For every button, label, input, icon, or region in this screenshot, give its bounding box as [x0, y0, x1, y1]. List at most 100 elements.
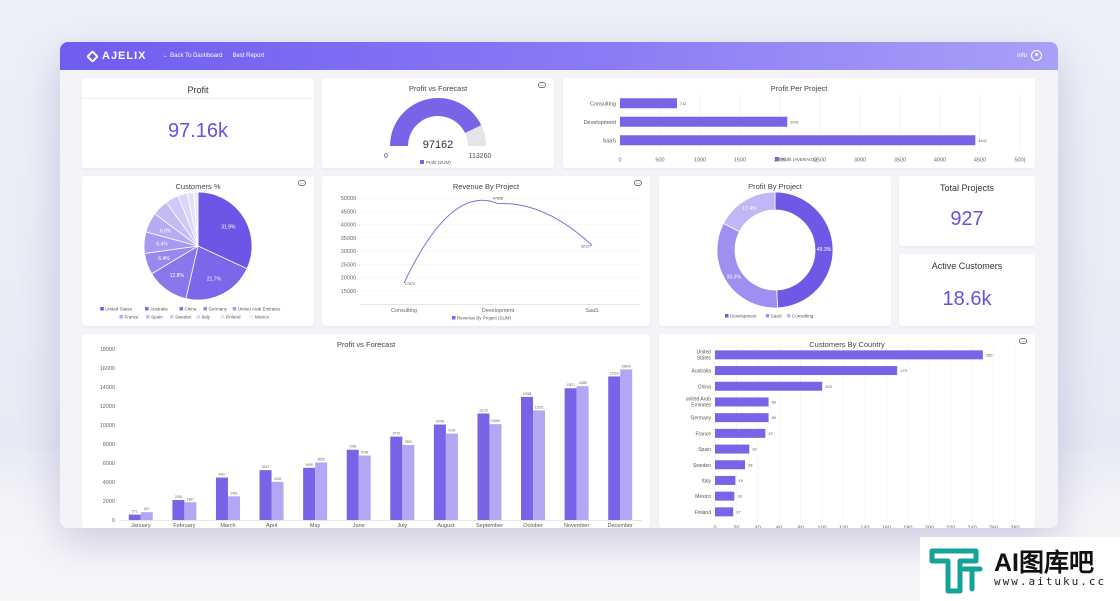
y-category-label: France [695, 431, 711, 437]
revenue-by-project-chart: 50000 45000 40000 35000 30000 25000 20000 15000… [341, 196, 640, 321]
profit-project-slice-label: 17.4% [742, 206, 757, 212]
y-category-label: Development [584, 120, 617, 126]
profit-project-slice [774, 191, 834, 309]
bar-series-2 [576, 386, 589, 520]
best-report-link[interactable]: Best Report [232, 53, 265, 59]
bar [715, 366, 898, 376]
card-menu-icon[interactable]: … [634, 180, 642, 186]
card-menu-icon[interactable]: … [1019, 338, 1027, 344]
customers-slice-label: 6.4% [156, 242, 168, 248]
bar-value-label: 4018 [274, 477, 281, 481]
bar-value-label: 100 [825, 384, 832, 389]
profit-by-project-title: Profit By Project [748, 182, 802, 191]
customers-pct-card: Customers % … 31.9% 21.7% 12.8% 6.4% 6.4% 6.0… [82, 176, 314, 326]
x-tick-label: 260 [989, 526, 998, 528]
x-tick-label: July [397, 523, 407, 528]
y-category-label: Australia [692, 369, 712, 375]
profit-value: 97.16k [167, 120, 229, 142]
app-logo[interactable]: AJELIX [86, 49, 147, 63]
profit-per-project-title: Profit Per Project [770, 84, 828, 93]
card-menu-icon[interactable]: … [298, 180, 306, 186]
y-category-label: SaaS [603, 138, 617, 144]
x-tick-label: January [131, 523, 151, 528]
legend-label: Australia [150, 307, 168, 312]
legend-swatch [119, 315, 123, 319]
bar-value-label: 14085 [578, 381, 587, 385]
logo-icon [86, 49, 99, 63]
bar [620, 135, 976, 146]
x-tick-label: May [310, 523, 321, 528]
bar [715, 460, 745, 470]
bar [715, 475, 736, 485]
y-tick-label: 12000 [100, 404, 115, 410]
active-customers-title: Active Customers [931, 261, 1003, 271]
profit-title: Profit [187, 85, 209, 95]
legend-label: China [185, 307, 197, 312]
bar [715, 444, 750, 454]
bar-series-1 [477, 413, 490, 520]
x-tick-label: SaaS [585, 308, 599, 314]
legend-label: Profit (SUM) [426, 160, 451, 165]
card-menu-icon[interactable]: … [538, 82, 546, 88]
x-tick-label: 280 [1010, 526, 1019, 528]
legend-swatch [452, 316, 456, 320]
bar-value-label: 10050 [435, 420, 444, 424]
info-menu[interactable]: Info [1017, 50, 1042, 61]
bar-value-label: 11531 [535, 405, 544, 409]
bar-value-label: 17 [736, 509, 741, 514]
x-tick-label: Consulting [391, 308, 417, 314]
x-tick-label: 0 [618, 158, 621, 164]
bar-value-label: 8779 [393, 432, 400, 436]
x-tick-label: 4500 [974, 158, 986, 164]
bar-value-label: 5247 [262, 465, 269, 469]
watermark-logo-icon [929, 548, 983, 594]
gauge-value-arc [390, 98, 482, 146]
nav-links: ← Back To Dashboard Best Report [163, 53, 275, 59]
profit-card: Profit 97.16k [82, 78, 314, 168]
x-tick-label: 240 [968, 526, 977, 528]
bar-series-2 [533, 410, 546, 520]
y-category-label: States [697, 355, 712, 361]
bar-value-label: 7396 [349, 445, 356, 449]
profit-project-slice-label: 33.3% [727, 274, 742, 280]
y-category-label: Spain [698, 447, 711, 453]
y-category-label: Germany [690, 416, 711, 422]
x-tick-label: 1000 [694, 158, 706, 164]
bar-value-label: 50 [772, 399, 777, 404]
bar [620, 98, 677, 109]
bar-series-1 [346, 449, 359, 520]
bar-value-label: 13871 [566, 383, 575, 387]
back-to-dashboard-link[interactable]: ← Back To Dashboard [162, 53, 223, 59]
total-projects-title: Total Projects [939, 183, 995, 193]
active-customers-value: 18.6k [942, 288, 992, 310]
bar [715, 413, 769, 423]
profit-by-project-card: Profit By Project 49.3% 33.3% 17.4% Develop… [659, 176, 891, 326]
y-tick-label: 14000 [100, 385, 115, 391]
x-tick-label: February [173, 523, 195, 528]
logo-text: AJELIX [102, 50, 147, 62]
bar-series-1 [521, 396, 534, 520]
bar-value-label: 50 [772, 415, 777, 420]
bar-value-label: 15114 [610, 371, 619, 375]
gauge-remaining-arc [465, 125, 486, 146]
bar-series-1 [608, 376, 621, 520]
point-value-label: 32127 [581, 244, 592, 248]
top-navigation-bar: AJELIX ← Back To Dashboard Best Report I… [60, 42, 1058, 70]
x-tick-label: December [608, 523, 634, 528]
legend-swatch [220, 315, 225, 319]
x-tick-label: 200 [925, 526, 934, 528]
y-category-label: Mexico [695, 494, 711, 500]
bar-value-label: 4467 [218, 473, 225, 477]
x-tick-label: October [523, 523, 543, 528]
customers-slice [197, 191, 253, 270]
bar-series-2 [402, 445, 415, 520]
y-tick-label: 15000 [341, 289, 356, 295]
bar-value-label: 18 [737, 494, 742, 499]
x-tick-label: 120 [839, 526, 848, 528]
x-tick-label: 60 [776, 526, 782, 528]
y-category-label: China [698, 384, 711, 390]
legend-swatch [146, 315, 150, 319]
x-tick-label: 500( [1014, 158, 1025, 164]
user-avatar-icon[interactable] [1031, 50, 1042, 61]
legend-swatch [787, 314, 791, 318]
